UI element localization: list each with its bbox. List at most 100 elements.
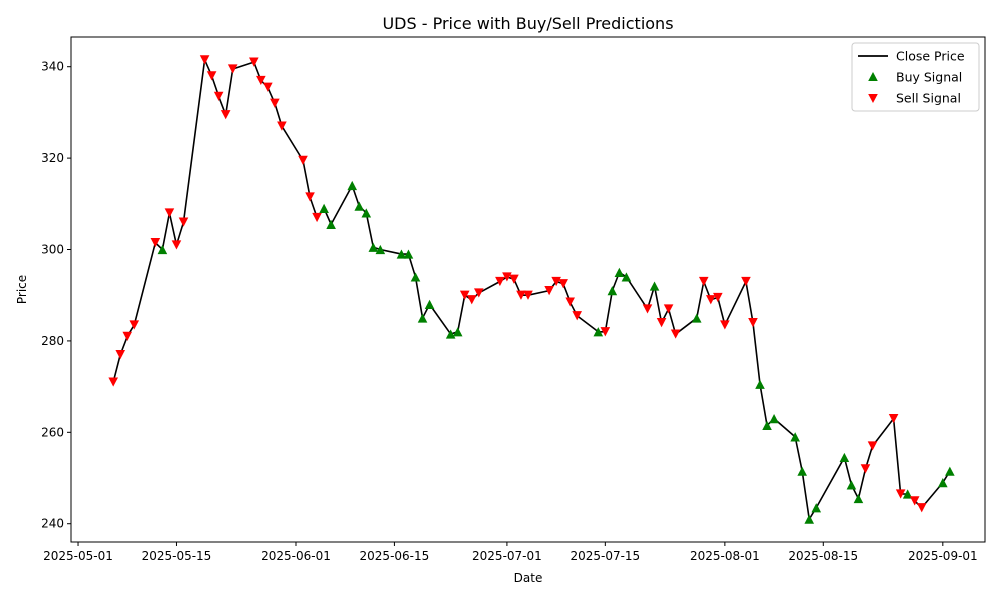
y-tick-label: 260 <box>41 425 64 439</box>
sell-signal-marker <box>663 304 674 314</box>
buy-signal-marker <box>593 327 604 337</box>
sell-signal-marker <box>199 55 210 65</box>
sell-signal-marker <box>909 496 920 506</box>
x-tick-label: 2025-08-01 <box>690 549 760 563</box>
sell-signal-marker <box>249 57 259 67</box>
x-tick-label: 2025-05-15 <box>142 549 212 563</box>
sell-signal-marker <box>305 192 315 202</box>
buy-signal-marker <box>319 203 329 213</box>
buy-signal-marker <box>368 242 379 252</box>
y-tick-label: 280 <box>41 334 64 348</box>
buy-signal-marker <box>607 286 618 296</box>
y-tick-label: 300 <box>41 243 64 257</box>
buy-signal-marker <box>811 503 822 513</box>
buy-signal-marker <box>361 208 372 218</box>
sell-signal-marker <box>164 208 175 218</box>
buy-signal-marker <box>614 267 625 277</box>
sell-signal-marker <box>748 318 758 328</box>
buy-signal-marker <box>417 313 428 323</box>
sell-signal-marker <box>150 238 161 248</box>
sell-signal-marker <box>516 290 526 300</box>
x-axis-title: Date <box>514 571 543 585</box>
buy-signal-marker <box>403 249 414 259</box>
sell-signal-marker <box>895 489 906 499</box>
buy-signal-marker <box>326 219 336 229</box>
sell-signal-marker <box>298 155 308 165</box>
buy-signal-marker <box>938 477 948 488</box>
sell-signal-marker <box>495 276 505 287</box>
x-tick-label: 2025-06-15 <box>360 549 430 563</box>
x-axis: 2025-05-01 2025-05-15 2025-06-01 2025-06-15… <box>43 542 978 563</box>
sell-signal-marker <box>720 320 730 330</box>
buy-signal-marker <box>755 379 765 389</box>
y-axis: 240 260 280 300 320 340 <box>41 60 71 531</box>
sell-signal-marker <box>171 240 182 250</box>
sell-signal-marker <box>860 464 871 474</box>
sell-signal-marker <box>122 331 133 341</box>
chart-title: UDS - Price with Buy/Sell Predictions <box>382 14 673 33</box>
buy-signal-marker <box>157 244 168 255</box>
sell-signal-marker <box>698 276 709 287</box>
sell-signal-marker <box>642 304 653 314</box>
x-tick-label: 2025-07-15 <box>570 549 640 563</box>
legend-sell-swatch <box>868 94 878 103</box>
sell-signal-marker <box>523 290 533 300</box>
x-tick-label: 2025-05-01 <box>43 549 113 563</box>
sell-signal-marker <box>206 71 217 81</box>
y-tick-label: 240 <box>41 517 64 531</box>
buy-signal-marker <box>354 201 365 211</box>
sell-signal-marker <box>178 217 189 227</box>
legend: Close Price Buy Signal Sell Signal <box>851 42 980 112</box>
buy-signal-marker <box>691 313 702 323</box>
sell-signal-marker <box>600 327 611 337</box>
buy-signal-marker <box>769 414 779 424</box>
buy-signal-marker <box>396 249 407 259</box>
buy-signal-marker <box>790 432 800 442</box>
y-axis-title: Price <box>15 275 29 304</box>
legend-frame <box>851 42 980 112</box>
buy-signal-marker <box>347 180 358 191</box>
legend-label-close-price: Close Price <box>896 49 965 64</box>
sell-signal-marker <box>459 290 470 300</box>
sell-signal-marker <box>466 295 477 305</box>
sell-signal-marker <box>558 279 568 289</box>
x-tick-label: 2025-09-01 <box>908 549 978 563</box>
x-tick-label: 2025-06-01 <box>261 549 331 563</box>
buy-signal-marker <box>804 514 815 524</box>
sell-signal-marker <box>270 98 280 108</box>
sell-signal-marker <box>473 288 484 298</box>
buy-signal-marker <box>839 452 850 463</box>
x-tick-label: 2025-07-01 <box>472 549 542 563</box>
buy-signal-marker <box>945 466 955 476</box>
sell-signal-marker <box>227 64 238 74</box>
sell-signal-marker <box>115 350 126 360</box>
buy-signal-marker <box>649 281 660 291</box>
sell-signal-marker <box>277 121 287 131</box>
sell-signal-marker <box>213 91 224 102</box>
buy-signal-marker <box>846 480 857 490</box>
sell-signal-marker <box>572 311 583 321</box>
sell-signal-marker <box>509 274 519 284</box>
plot-area-frame <box>70 36 986 543</box>
sell-signal-marker <box>867 441 878 451</box>
buy-signal-marker <box>853 493 864 504</box>
buy-signal-marker <box>375 244 386 255</box>
buy-signal-marker <box>424 299 435 309</box>
legend-buy-swatch <box>868 72 878 81</box>
sell-signal-marker <box>108 377 118 387</box>
buy-signal-marker <box>452 327 463 337</box>
sell-signal-marker <box>741 276 751 287</box>
sell-signal-marker <box>656 318 667 328</box>
sell-signal-marker <box>916 503 927 513</box>
sell-signal-marker <box>256 75 266 86</box>
buy-signal-marker <box>762 420 772 431</box>
sell-signal-marker <box>129 320 140 330</box>
x-tick-label: 2025-08-15 <box>788 549 858 563</box>
y-tick-label: 320 <box>41 151 64 165</box>
buy-signal-marker <box>797 466 807 476</box>
buy-signal-marker <box>621 272 632 282</box>
sell-signal-marker <box>544 286 554 296</box>
sell-signal-marker <box>713 292 723 303</box>
